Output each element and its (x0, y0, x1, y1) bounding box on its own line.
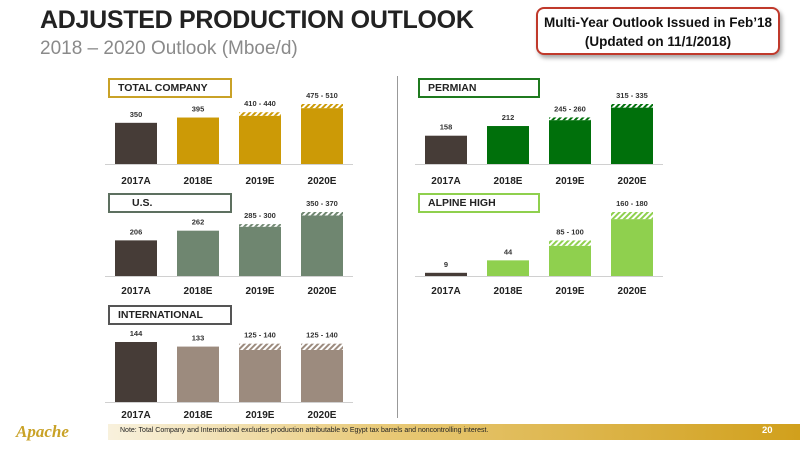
category-label-permian-2018E: 2018E (494, 176, 523, 187)
footer-note: Note: Total Company and International ex… (120, 427, 489, 434)
bar-us-2019E (239, 226, 281, 276)
chart-total-company: 350 2017A 395 2018E 410 - 440 2019E 475 - 510 2… (105, 91, 353, 187)
category-label-us-2020E: 2020E (308, 286, 337, 297)
bar-intl-2017A (115, 342, 157, 402)
range-band-permian-2020E (611, 104, 653, 108)
bar-total-2020E (301, 108, 343, 164)
data-label-intl-2020E: 125 - 140 (306, 331, 338, 340)
data-label-permian-2019E: 245 - 260 (554, 104, 586, 113)
bar-us-2018E (177, 230, 219, 276)
footer-bar (108, 424, 800, 440)
category-label-intl-2017A: 2017A (121, 410, 150, 421)
bar-permian-2017A (425, 135, 467, 164)
category-label-permian-2019E: 2019E (556, 176, 585, 187)
bar-intl-2018E (177, 346, 219, 402)
category-label-intl-2018E: 2018E (184, 410, 213, 421)
data-label-alpine-2019E: 85 - 100 (556, 227, 584, 236)
callout-line-2: (Updated on 11/1/2018) (584, 34, 732, 49)
bar-alpine-2020E (611, 219, 653, 276)
bar-alpine-2019E (549, 245, 591, 276)
chart-alpine-high: 9 2017A 44 2018E 85 - 100 2019E 160 - 180 2020E (415, 199, 663, 297)
bar-alpine-2017A (425, 272, 467, 276)
panel-label-permian: PERMIAN (418, 78, 540, 98)
data-label-permian-2017A: 158 (440, 123, 453, 132)
chart-permian: 158 2017A 212 2018E 245 - 260 2019E 315 - 335 2… (415, 91, 663, 187)
data-label-permian-2018E: 212 (502, 113, 515, 122)
page-subtitle: 2018 – 2020 Outlook (Mboe/d) (40, 38, 298, 59)
bar-permian-2020E (611, 107, 653, 164)
panel-label-us: U.S. (108, 193, 232, 213)
category-label-alpine-2017A: 2017A (431, 286, 460, 297)
bar-permian-2019E (549, 120, 591, 164)
callout-line-1: Multi-Year Outlook Issued in Feb’18 (543, 15, 773, 30)
range-band-permian-2019E (549, 117, 591, 121)
category-label-total-2019E: 2019E (246, 176, 275, 187)
category-label-total-2018E: 2018E (184, 176, 213, 187)
bar-intl-2019E (239, 349, 281, 402)
category-label-us-2019E: 2019E (246, 286, 275, 297)
range-band-alpine-2020E (611, 212, 653, 220)
category-label-us-2018E: 2018E (184, 286, 213, 297)
category-label-total-2020E: 2020E (308, 176, 337, 187)
data-label-total-2017A: 350 (130, 110, 143, 119)
category-label-alpine-2020E: 2020E (618, 286, 647, 297)
data-label-total-2020E: 475 - 510 (306, 91, 338, 100)
bar-alpine-2018E (487, 260, 529, 276)
range-band-intl-2019E (239, 343, 281, 350)
data-label-intl-2019E: 125 - 140 (244, 331, 276, 340)
category-label-alpine-2019E: 2019E (556, 286, 585, 297)
bar-intl-2020E (301, 349, 343, 402)
category-label-permian-2020E: 2020E (618, 176, 647, 187)
panel-label-total: TOTAL COMPANY (108, 78, 232, 98)
panel-divider (397, 76, 398, 418)
data-label-us-2019E: 285 - 300 (244, 211, 276, 220)
chart-international: 144 2017A 133 2018E 125 - 140 2019E 125 - 140 2… (105, 329, 353, 421)
chart-us: 206 2017A 262 2018E 285 - 300 2019E 350 - 370 2… (105, 199, 353, 297)
data-label-alpine-2020E: 160 - 180 (616, 199, 648, 208)
apache-logo: Apache (16, 422, 69, 441)
panel-label-alpine: ALPINE HIGH (418, 193, 540, 213)
data-label-us-2017A: 206 (130, 227, 143, 236)
category-label-permian-2017A: 2017A (431, 176, 460, 187)
outlook-callout: Multi-Year Outlook Issued in Feb’18 (Upd… (536, 7, 780, 55)
bar-total-2017A (115, 122, 157, 164)
data-label-intl-2017A: 144 (130, 329, 143, 338)
range-band-alpine-2019E (549, 240, 591, 246)
panel-label-intl: INTERNATIONAL (108, 305, 232, 325)
range-band-us-2020E (301, 212, 343, 216)
bar-us-2017A (115, 240, 157, 276)
data-label-total-2019E: 410 - 440 (244, 99, 276, 108)
category-label-intl-2019E: 2019E (246, 410, 275, 421)
range-band-total-2019E (239, 112, 281, 116)
bar-total-2018E (177, 117, 219, 164)
page-title: ADJUSTED PRODUCTION OUTLOOK (40, 6, 474, 34)
bar-total-2019E (239, 115, 281, 164)
data-label-intl-2018E: 133 (192, 334, 205, 343)
category-label-us-2017A: 2017A (121, 286, 150, 297)
data-label-us-2018E: 262 (192, 218, 205, 227)
data-label-permian-2020E: 315 - 335 (616, 91, 648, 100)
data-label-total-2018E: 395 (192, 105, 205, 114)
range-band-us-2019E (239, 224, 281, 227)
range-band-total-2020E (301, 104, 343, 109)
bar-permian-2018E (487, 126, 529, 164)
page-number: 20 (762, 425, 773, 436)
bar-us-2020E (301, 215, 343, 276)
range-band-intl-2020E (301, 343, 343, 350)
category-label-alpine-2018E: 2018E (494, 286, 523, 297)
data-label-alpine-2017A: 9 (444, 260, 448, 269)
category-label-intl-2020E: 2020E (308, 410, 337, 421)
data-label-alpine-2018E: 44 (504, 247, 513, 256)
category-label-total-2017A: 2017A (121, 176, 150, 187)
data-label-us-2020E: 350 - 370 (306, 199, 338, 208)
